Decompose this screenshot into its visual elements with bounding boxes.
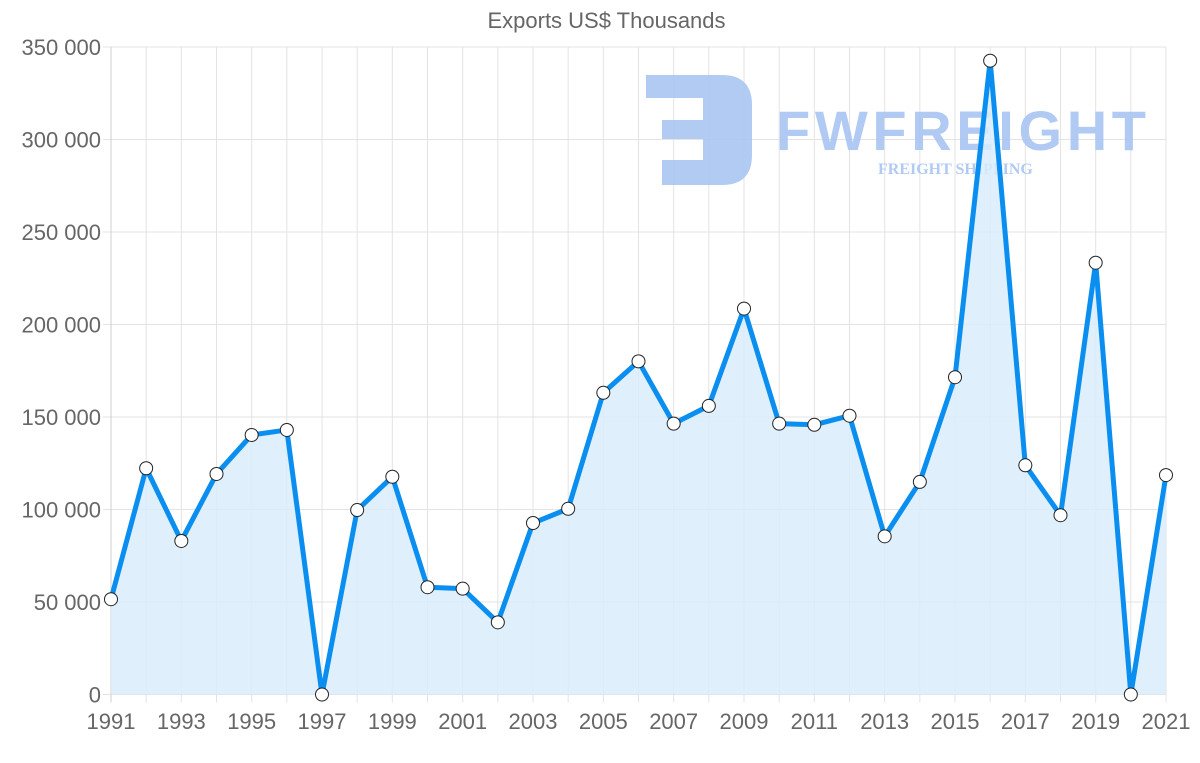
x-tick-label: 2013 bbox=[860, 709, 909, 734]
y-tick-label: 150 000 bbox=[21, 405, 101, 430]
data-point[interactable] bbox=[1123, 687, 1138, 702]
data-point[interactable] bbox=[948, 370, 962, 385]
data-point[interactable] bbox=[209, 466, 224, 481]
data-point[interactable] bbox=[1018, 458, 1033, 473]
data-point[interactable] bbox=[1088, 255, 1103, 270]
data-point[interactable] bbox=[701, 398, 716, 413]
data-point[interactable] bbox=[350, 503, 365, 518]
x-tick-label: 2005 bbox=[579, 709, 628, 734]
data-point[interactable] bbox=[455, 581, 470, 596]
x-tick-label: 2001 bbox=[438, 709, 487, 734]
y-tick-label: 50 000 bbox=[34, 590, 101, 615]
data-point[interactable] bbox=[315, 687, 329, 702]
watermark-tagline: FREIGHT SHIPPING bbox=[878, 161, 1033, 178]
chart-title: Exports US$ Thousands bbox=[487, 8, 726, 33]
x-tick-label: 1991 bbox=[87, 709, 136, 734]
y-tick-label: 200 000 bbox=[21, 313, 101, 338]
data-point[interactable] bbox=[561, 501, 576, 516]
data-point[interactable] bbox=[1053, 508, 1068, 523]
data-point[interactable] bbox=[385, 469, 400, 484]
data-point[interactable] bbox=[877, 529, 892, 544]
data-point[interactable] bbox=[807, 417, 822, 432]
data-point[interactable] bbox=[596, 385, 611, 400]
watermark-brand: FWFREIGHT bbox=[776, 99, 1146, 162]
data-point[interactable] bbox=[420, 580, 435, 595]
y-tick-label: 0 bbox=[89, 683, 101, 708]
y-tick-label: 350 000 bbox=[21, 35, 101, 60]
area-fill bbox=[111, 60, 1166, 695]
data-point[interactable] bbox=[490, 615, 505, 630]
data-point[interactable] bbox=[1159, 468, 1173, 483]
x-tick-label: 1997 bbox=[298, 709, 347, 734]
data-point[interactable] bbox=[912, 474, 927, 489]
data-point[interactable] bbox=[174, 533, 189, 548]
data-point[interactable] bbox=[526, 516, 540, 531]
x-tick-label: 2017 bbox=[1001, 709, 1050, 734]
data-point[interactable] bbox=[666, 416, 681, 431]
x-tick-label: 2007 bbox=[649, 709, 698, 734]
data-point[interactable] bbox=[772, 416, 787, 431]
y-tick-label: 250 000 bbox=[21, 220, 101, 245]
x-axis-ticks: 1991 1993 1995 1997 1999 2001 2003 2005 2007 2009… bbox=[87, 709, 1191, 734]
x-tick-label: 2015 bbox=[931, 709, 980, 734]
data-points bbox=[104, 53, 1173, 702]
data-point[interactable] bbox=[983, 53, 998, 68]
data-point[interactable] bbox=[279, 422, 294, 437]
y-tick-label: 300 000 bbox=[21, 128, 101, 153]
data-point[interactable] bbox=[104, 592, 118, 607]
x-tick-label: 2003 bbox=[509, 709, 558, 734]
x-tick-label: 2021 bbox=[1142, 709, 1191, 734]
x-tick-label: 1995 bbox=[227, 709, 276, 734]
data-point[interactable] bbox=[244, 427, 259, 442]
data-point[interactable] bbox=[631, 354, 646, 369]
logo-mark-icon bbox=[646, 75, 752, 185]
data-point[interactable] bbox=[737, 301, 751, 316]
x-tick-label: 1999 bbox=[368, 709, 417, 734]
data-point[interactable] bbox=[842, 408, 857, 423]
y-tick-label: 100 000 bbox=[21, 498, 101, 523]
x-tick-label: 2011 bbox=[791, 709, 838, 734]
y-axis-ticks: 0 50 000 100 000 150 000 200 000 250 000 300 0… bbox=[21, 35, 101, 708]
x-tick-label: 1993 bbox=[157, 709, 206, 734]
x-tick-label: 2009 bbox=[720, 709, 769, 734]
watermark-logo: FWFREIGHT FREIGHT SHIPPING bbox=[646, 75, 1146, 185]
data-point[interactable] bbox=[139, 461, 154, 476]
x-tick-label: 2019 bbox=[1071, 709, 1120, 734]
